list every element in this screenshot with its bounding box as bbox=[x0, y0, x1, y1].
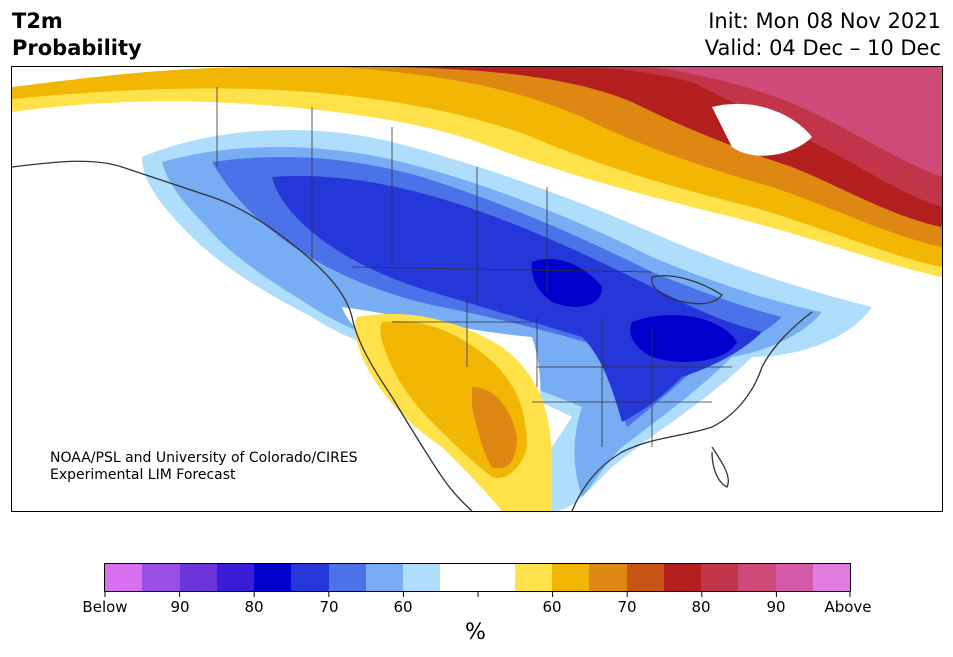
title-line-2: Probability bbox=[12, 36, 142, 60]
colorbar-segment bbox=[365, 564, 403, 591]
colorbar-segment bbox=[105, 564, 143, 591]
cold-core-2 bbox=[630, 314, 737, 362]
tick-label: 60 bbox=[542, 598, 562, 616]
title-line-1: T2m bbox=[12, 9, 63, 33]
map-credit: NOAA/PSL and University of Colorado/CIRE… bbox=[50, 450, 358, 484]
credit-line-2: Experimental LIM Forecast bbox=[50, 467, 236, 483]
colorbar-ticks bbox=[104, 591, 851, 597]
credit-line-1: NOAA/PSL and University of Colorado/CIRE… bbox=[50, 450, 358, 466]
init-date: Init: Mon 08 Nov 2021 bbox=[708, 9, 941, 33]
tick-label: 90 bbox=[766, 598, 786, 616]
colorbar-segment bbox=[216, 564, 254, 591]
colorbar-segment bbox=[328, 564, 366, 591]
colorbar-unit: % bbox=[465, 620, 486, 645]
colorbar-segment bbox=[477, 564, 515, 591]
colorbar-segment bbox=[440, 564, 478, 591]
colorbar-segment bbox=[701, 564, 739, 591]
colorbar-segment bbox=[291, 564, 329, 591]
colorbar-segment bbox=[514, 564, 552, 591]
colorbar-segment bbox=[589, 564, 627, 591]
colorbar-segment bbox=[142, 564, 180, 591]
tick-label: Below bbox=[82, 598, 128, 616]
colorbar-segment bbox=[403, 564, 441, 591]
map-canvas bbox=[12, 67, 942, 511]
tick-label: 90 bbox=[170, 598, 190, 616]
coastlines bbox=[12, 160, 813, 511]
tick-label: Above bbox=[824, 598, 872, 616]
colorbar-segment bbox=[775, 564, 813, 591]
arctic-white bbox=[712, 103, 812, 156]
warm-band-north-6 bbox=[652, 67, 942, 177]
state-borders bbox=[216, 87, 732, 447]
colorbar-segment bbox=[552, 564, 590, 591]
colorbar-segment bbox=[179, 564, 217, 591]
colorbar-tick-labels: Below 90 80 70 60 60 70 80 90 Above bbox=[0, 598, 953, 618]
valid-range: Valid: 04 Dec – 10 Dec bbox=[704, 36, 941, 60]
tick-label: 60 bbox=[393, 598, 413, 616]
tick-label: 80 bbox=[244, 598, 264, 616]
warm-southwest-3 bbox=[472, 387, 517, 469]
colorbar-segment bbox=[626, 564, 664, 591]
tick-label: 70 bbox=[617, 598, 637, 616]
map-title: T2m Probability bbox=[12, 8, 142, 62]
cold-band-4 bbox=[272, 176, 762, 422]
colorbar-segment bbox=[254, 564, 292, 591]
forecast-map: NOAA/PSL and University of Colorado/CIRE… bbox=[11, 66, 943, 512]
tick-label: 80 bbox=[691, 598, 711, 616]
tick-label: 70 bbox=[319, 598, 339, 616]
colorbar-segment bbox=[663, 564, 701, 591]
forecast-dates: Init: Mon 08 Nov 2021 Valid: 04 Dec – 10… bbox=[705, 8, 941, 62]
colorbar-segment bbox=[738, 564, 776, 591]
colorbar-segment bbox=[812, 564, 850, 591]
probability-colorbar bbox=[104, 563, 851, 592]
